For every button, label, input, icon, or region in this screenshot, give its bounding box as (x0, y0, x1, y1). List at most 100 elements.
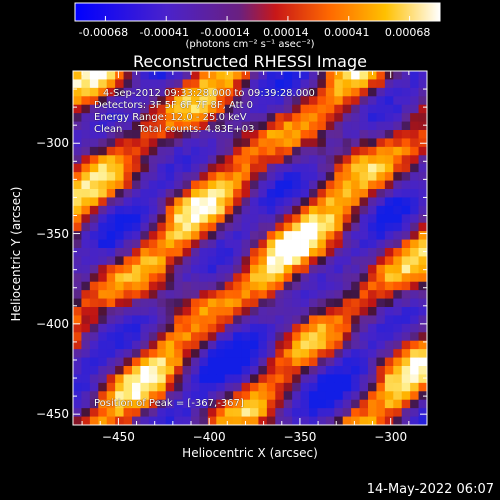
heatmap-cell (266, 172, 276, 181)
heatmap-cell (106, 222, 116, 232)
heatmap-cell (233, 315, 242, 325)
heatmap-cell (148, 163, 158, 173)
heatmap-cell (334, 146, 344, 156)
heatmap-cell (250, 231, 259, 240)
heatmap-cell (224, 180, 234, 190)
heatmap-cell (216, 281, 226, 291)
heatmap-cell (241, 374, 251, 384)
heatmap-cell (98, 382, 108, 392)
heatmap-cell (266, 239, 276, 249)
heatmap-cell (384, 96, 394, 106)
heatmap-cell (258, 231, 268, 240)
heatmap-cell (368, 391, 377, 401)
heatmap-cell (266, 214, 276, 224)
heatmap-cell (418, 121, 428, 131)
heatmap-cell (174, 298, 183, 308)
heatmap-cell (393, 231, 403, 240)
heatmap-cell (165, 382, 175, 392)
heatmap-cell (89, 357, 99, 367)
heatmap-cell (115, 180, 124, 190)
heatmap-cell (317, 256, 327, 266)
heatmap-cell (191, 104, 200, 114)
heatmap-cell (342, 273, 352, 283)
heatmap-cell (325, 79, 335, 89)
heatmap-cell (300, 374, 310, 384)
heatmap-cell (418, 239, 428, 249)
heatmap-cell (106, 315, 116, 325)
heatmap-cell (334, 222, 344, 232)
heatmap-cell (216, 205, 226, 215)
heatmap-cell (157, 197, 167, 207)
heatmap-cell (393, 340, 403, 350)
heatmap-cell (140, 256, 150, 266)
heatmap-cell (157, 307, 167, 316)
heatmap-cell (393, 264, 403, 274)
heatmap-cell (233, 96, 242, 106)
heatmap-cell (258, 197, 268, 207)
heatmap-cell (148, 382, 158, 392)
heatmap-cell (216, 416, 226, 426)
heatmap-cell (174, 382, 183, 392)
heatmap-cell (300, 290, 310, 299)
heatmap-cell (241, 172, 251, 181)
heatmap-cell (132, 332, 141, 342)
heatmap-cell (266, 281, 276, 291)
heatmap-cell (98, 121, 108, 131)
heatmap-cell (266, 416, 276, 426)
heatmap-cell (418, 349, 428, 358)
heatmap-cell (174, 71, 183, 80)
heatmap-cell (292, 104, 301, 114)
heatmap-cell (325, 87, 335, 97)
heatmap-cell (174, 138, 183, 148)
heatmap-cell (224, 366, 234, 375)
heatmap-cell (89, 163, 99, 173)
heatmap-cell (300, 163, 310, 173)
heatmap-cell (351, 366, 360, 375)
heatmap-cell (123, 323, 133, 333)
heatmap-cell (123, 416, 133, 426)
heatmap-cell (89, 79, 99, 89)
heatmap-cell (132, 298, 141, 308)
heatmap-cell (351, 391, 360, 401)
heatmap-cell (368, 163, 377, 173)
peak-position-text: Position of Peak = [-367,-367] (94, 398, 244, 409)
heatmap-cell (275, 205, 285, 215)
heatmap-cell (199, 416, 209, 426)
heatmap-cell (148, 256, 158, 266)
heatmap-cell (140, 323, 150, 333)
heatmap-cell (191, 163, 200, 173)
heatmap-cell (351, 197, 360, 207)
y-tick-label: −300 (36, 136, 69, 151)
heatmap-cell (98, 189, 108, 198)
heatmap-cell (376, 222, 386, 232)
heatmap-cell (418, 382, 428, 392)
heatmap-cell (393, 248, 403, 257)
heatmap-cell (300, 298, 310, 308)
heatmap-cell (266, 391, 276, 401)
heatmap-cell (283, 197, 293, 207)
heatmap-cell (283, 256, 293, 266)
heatmap-cell (140, 307, 150, 316)
heatmap-cell (233, 130, 242, 139)
heatmap-cell (73, 163, 82, 173)
heatmap-cell (368, 79, 377, 89)
heatmap-cell (275, 340, 285, 350)
heatmap-cell (123, 374, 133, 384)
heatmap-cell (292, 79, 301, 89)
heatmap-cell (182, 290, 192, 299)
heatmap-cell (241, 130, 251, 139)
heatmap-cell (325, 180, 335, 190)
heatmap-cell (224, 357, 234, 367)
heatmap-cell (258, 172, 268, 181)
heatmap-cell (98, 323, 108, 333)
heatmap-cell (368, 290, 377, 299)
heatmap-cell (317, 163, 327, 173)
heatmap-cell (233, 248, 242, 257)
heatmap-cell (292, 163, 301, 173)
heatmap-cell (140, 239, 150, 249)
heatmap-cell (174, 349, 183, 358)
heatmap-cell (216, 189, 226, 198)
x-tick-label: −300 (374, 430, 408, 444)
heatmap-cell (140, 155, 150, 165)
heatmap-cell (89, 172, 99, 181)
